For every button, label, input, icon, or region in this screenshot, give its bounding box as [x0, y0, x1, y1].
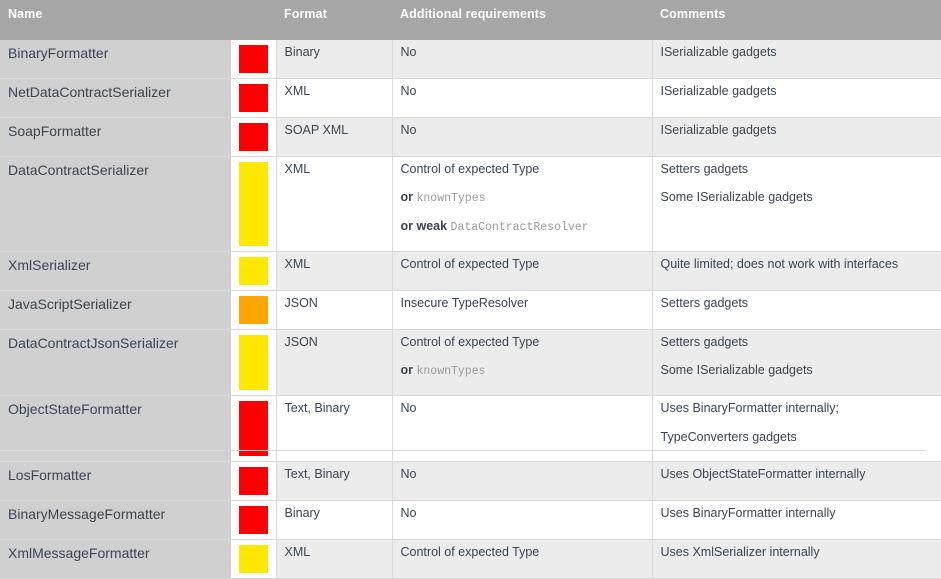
table-row: NetDataContractSerializer XML No ISerializa… [0, 78, 941, 118]
table-row: BinaryFormatter Binary No ISerializable gad… [0, 40, 941, 79]
cell-additional-requirements: Control of expected Type or knownTypes [391, 329, 652, 397]
cell-additional-requirements: No [391, 78, 652, 118]
risk-swatch-high [239, 45, 268, 73]
cell-format: JSON [275, 290, 392, 331]
cell-serializer-name: XmlSerializer [0, 251, 231, 292]
table-header: Name Format Additional requirements Comm… [0, 0, 941, 40]
column-header-risk-swatch [231, 0, 276, 40]
table-body: BinaryFormatter Binary No ISerializable gad… [0, 40, 941, 579]
cell-serializer-name: LosFormatter [0, 461, 231, 502]
risk-swatch-high [239, 466, 268, 496]
table-row: DataContractSerializer XML Control of expe… [0, 156, 941, 253]
cell-risk-swatch [231, 40, 276, 79]
cell-format: XML [275, 78, 392, 118]
table-row: DataContractJsonSerializer JSON Control of… [0, 329, 941, 397]
cell-comments: Uses BinaryFormatter internally [651, 500, 941, 541]
risk-swatch-low [239, 161, 268, 247]
cell-serializer-name: SoapFormatter [0, 117, 231, 157]
cell-format: Text, Binary [275, 395, 392, 462]
risk-swatch-high [239, 506, 268, 535]
cell-additional-requirements: Control of expected Type [391, 539, 652, 579]
cell-additional-requirements: Insecure TypeResolver [391, 290, 652, 331]
cell-serializer-name: ObjectStateFormatter [0, 395, 231, 462]
cell-comments: Uses ObjectStateFormatter internally [651, 461, 941, 502]
table-bottom-rule [0, 450, 926, 451]
cell-serializer-name: JavaScriptSerializer [0, 290, 231, 331]
table-row: XmlMessageFormatter XML Control of expecte… [0, 539, 941, 579]
column-header-format: Format [276, 0, 392, 40]
cell-comments: Setters gadgets [651, 290, 941, 331]
cell-risk-swatch [231, 156, 276, 253]
table-header-row: Name Format Additional requirements Comm… [0, 0, 941, 40]
cell-additional-requirements: No [391, 395, 652, 462]
cell-serializer-name: DataContractJsonSerializer [0, 329, 231, 397]
cell-risk-swatch [231, 500, 276, 541]
cell-risk-swatch [231, 539, 276, 579]
risk-swatch-low [239, 257, 268, 286]
cell-additional-requirements: No [391, 40, 652, 79]
cell-comments: ISerializable gadgets [651, 117, 941, 157]
cell-risk-swatch [231, 290, 276, 331]
cell-additional-requirements: Control of expected Type [391, 251, 652, 292]
risk-swatch-high [239, 122, 268, 151]
cell-format: XML [275, 539, 392, 579]
table-row: JavaScriptSerializer JSON Insecure TypeRes… [0, 290, 941, 331]
cell-format: XML [275, 156, 392, 253]
risk-swatch-low [239, 545, 268, 574]
table-row: LosFormatter Text, Binary No Uses ObjectSta… [0, 461, 941, 502]
cell-risk-swatch [231, 329, 276, 397]
cell-serializer-name: BinaryFormatter [0, 40, 231, 79]
cell-additional-requirements: Control of expected Type or knownTypes or … [391, 156, 652, 253]
cell-comments: Setters gadgets Some ISerializable gadget… [651, 329, 941, 397]
cell-format: SOAP XML [275, 117, 392, 157]
cell-risk-swatch [231, 395, 276, 462]
cell-risk-swatch [231, 461, 276, 502]
cell-serializer-name: BinaryMessageFormatter [0, 500, 231, 541]
cell-serializer-name: DataContractSerializer [0, 156, 231, 253]
table-row: BinaryMessageFormatter Binary No Uses Binar… [0, 500, 941, 541]
cell-risk-swatch [231, 251, 276, 292]
risk-swatch-high [239, 401, 268, 456]
cell-format: Text, Binary [275, 461, 392, 502]
cell-comments: Quite limited; does not work with interf… [651, 251, 941, 292]
cell-format: Binary [275, 500, 392, 541]
column-header-comments: Comments [652, 0, 941, 40]
cell-additional-requirements: No [391, 117, 652, 157]
cell-format: XML [275, 251, 392, 292]
cell-comments: ISerializable gadgets [651, 40, 941, 79]
cell-additional-requirements: No [391, 461, 652, 502]
cell-comments: Uses BinaryFormatter internally; TypeConv… [651, 395, 941, 462]
column-header-name: Name [0, 0, 231, 40]
cell-format: JSON [275, 329, 392, 397]
cell-serializer-name: XmlMessageFormatter [0, 539, 231, 579]
risk-swatch-high [239, 83, 268, 112]
cell-risk-swatch [231, 78, 276, 118]
risk-swatch-low [239, 335, 268, 391]
cell-serializer-name: NetDataContractSerializer [0, 78, 231, 118]
cell-risk-swatch [231, 117, 276, 157]
cell-comments: Uses XmlSerializer internally [651, 539, 941, 579]
column-header-additional-requirements: Additional requirements [392, 0, 652, 40]
table-row: SoapFormatter SOAP XML No ISerializable gad… [0, 117, 941, 157]
table-row: ObjectStateFormatter Text, Binary No Uses B… [0, 395, 941, 462]
cell-additional-requirements: No [391, 500, 652, 541]
cell-comments: Setters gadgets Some ISerializable gadget… [651, 156, 941, 253]
cell-comments: ISerializable gadgets [651, 78, 941, 118]
cell-format: Binary [275, 40, 392, 79]
risk-swatch-medium [239, 296, 268, 325]
table-row: XmlSerializer XML Control of expected Type… [0, 251, 941, 292]
